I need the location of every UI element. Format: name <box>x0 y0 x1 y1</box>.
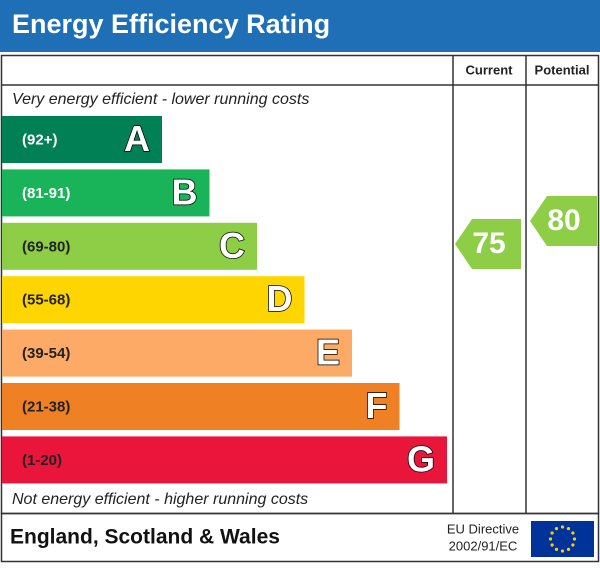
band-range: (55-68) <box>22 292 70 309</box>
band <box>2 329 352 377</box>
directive: 2002/91/EC <box>449 538 518 553</box>
star <box>566 547 571 551</box>
eu-stars <box>548 525 577 553</box>
footer-frame <box>0 512 600 563</box>
star <box>550 531 554 535</box>
band <box>2 276 305 324</box>
title-bar <box>0 0 600 52</box>
band-range: (92+) <box>22 131 57 148</box>
band-letter: A <box>124 118 150 159</box>
top-note: Very energy efficient - lower running co… <box>12 91 309 108</box>
current-arrow <box>455 219 521 269</box>
band-range: (81-91) <box>22 185 70 202</box>
potential-score: 80 <box>547 204 580 237</box>
star <box>571 531 575 535</box>
band-range: (69-80) <box>22 238 70 255</box>
star <box>560 549 565 553</box>
band-letter: F <box>366 385 388 426</box>
band-range: (39-54) <box>22 345 70 362</box>
title: Energy Efficiency Rating <box>12 9 330 39</box>
band-letter: E <box>316 332 340 373</box>
band-letter: C <box>219 225 245 266</box>
star <box>550 543 554 547</box>
band <box>2 222 257 270</box>
star <box>554 527 559 531</box>
bottom-note: Not energy efficient - higher running co… <box>12 491 308 508</box>
star <box>572 537 577 541</box>
star <box>566 527 571 531</box>
directive: EU Directive <box>447 521 519 536</box>
star <box>548 537 553 541</box>
band <box>2 169 210 217</box>
band <box>2 436 447 484</box>
column-header: Potential <box>535 62 590 77</box>
band-range: (21-38) <box>22 398 70 415</box>
bands: (92+) A (81-91) B (69-80) C (55-68) D (39-54) E (2… <box>2 116 447 484</box>
band <box>2 383 400 430</box>
band-letter: B <box>172 171 198 212</box>
potential-arrow <box>530 196 597 246</box>
star <box>560 525 565 529</box>
star <box>554 547 559 551</box>
band-letter: G <box>407 438 435 479</box>
current-score: 75 <box>472 227 505 260</box>
band <box>2 116 162 163</box>
star <box>571 543 575 547</box>
band-letter: D <box>267 278 293 319</box>
band-range: (1-20) <box>22 452 62 469</box>
column-header: Current <box>466 62 514 77</box>
region: England, Scotland & Wales <box>10 526 280 549</box>
